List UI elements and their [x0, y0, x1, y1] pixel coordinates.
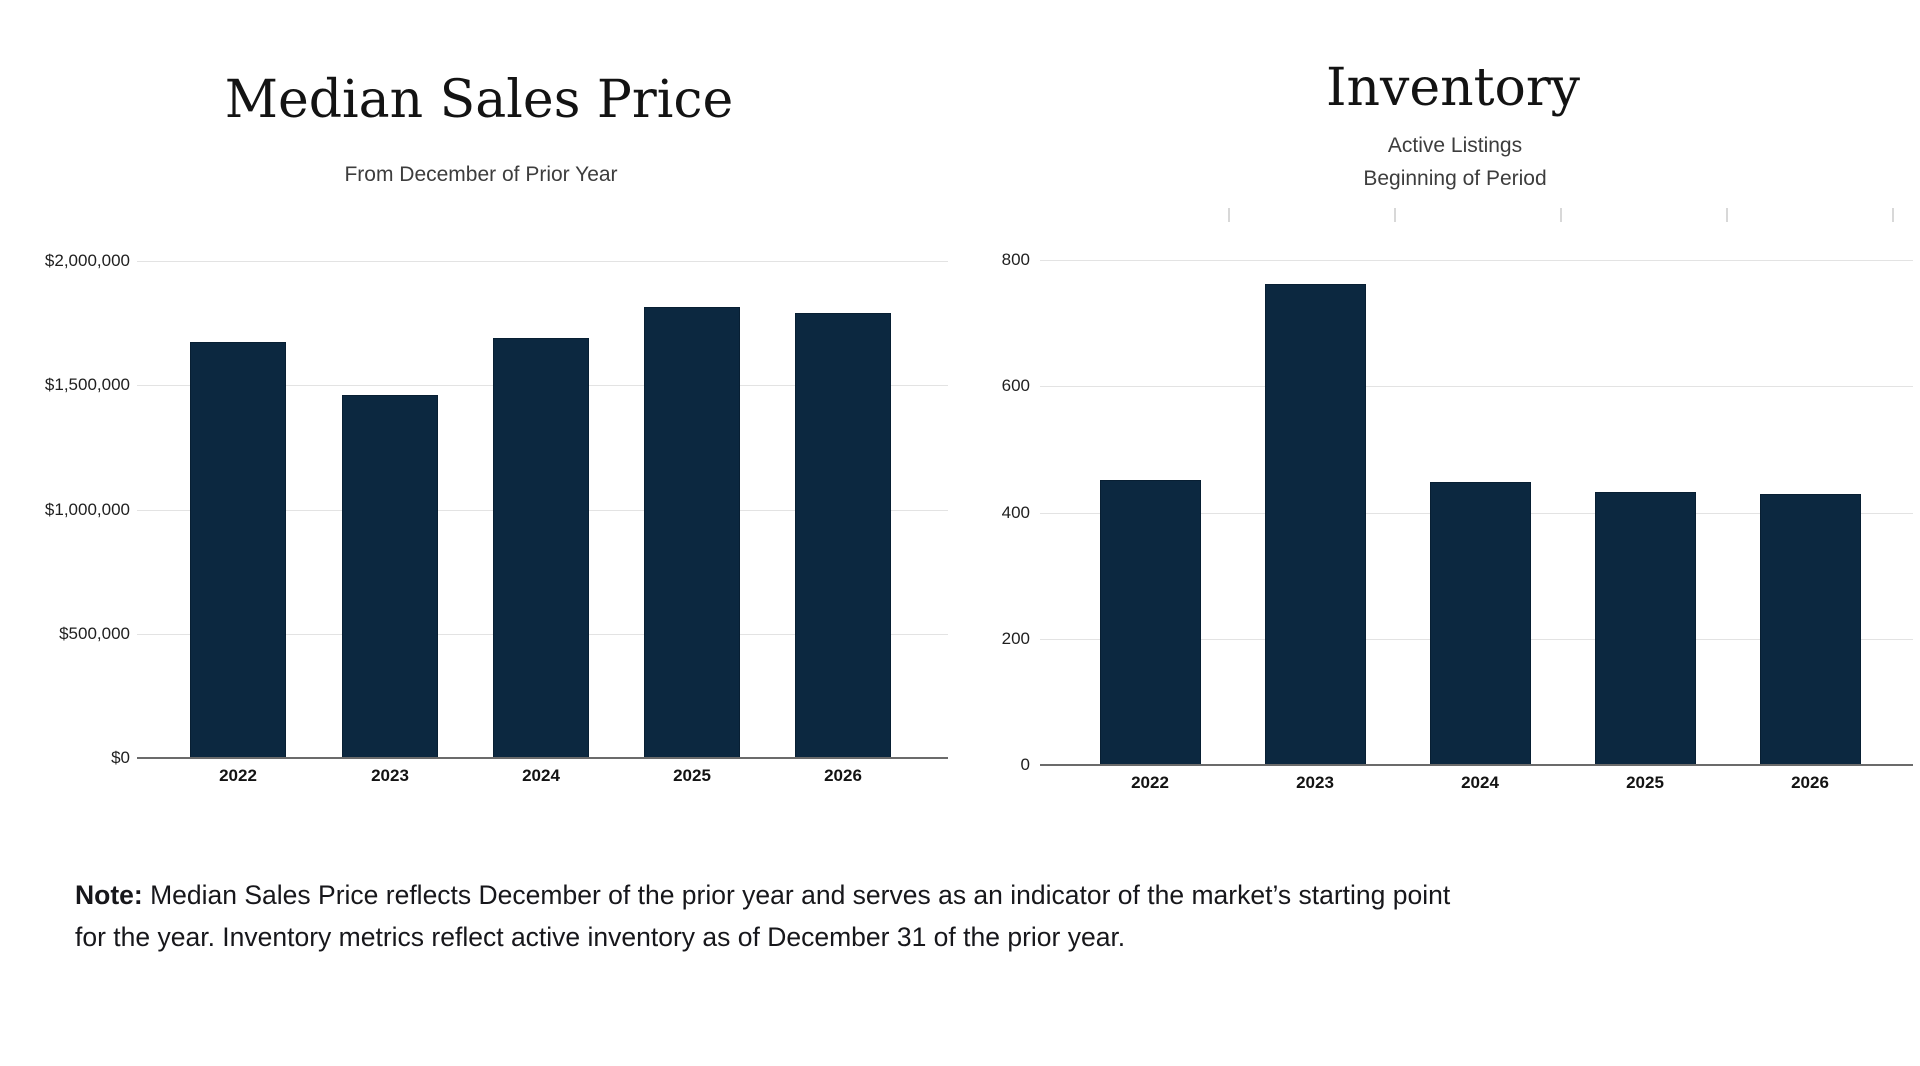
y-axis-tick-label: 400 — [1001, 503, 1030, 522]
y-axis-tick-label: 800 — [1001, 250, 1030, 269]
bar-2025 — [644, 307, 740, 758]
bar-2026 — [795, 313, 891, 758]
top-axis-tick — [1560, 208, 1562, 222]
x-axis-label-2022: 2022 — [219, 766, 257, 785]
note-text-line-1: Median Sales Price reflects December of … — [150, 880, 1451, 910]
inventory-subtitle-line-2: Beginning of Period — [1363, 167, 1547, 190]
bar-2022 — [190, 342, 286, 758]
bar-2024 — [493, 338, 589, 758]
x-axis-label-2023: 2023 — [1296, 773, 1334, 792]
x-axis-label-2024: 2024 — [522, 766, 560, 785]
x-axis-label-2024: 2024 — [1461, 773, 1499, 792]
top-axis-tick — [1892, 208, 1894, 222]
bar-2023 — [342, 395, 438, 758]
gridline-2000000 — [137, 261, 948, 262]
note-line-1: Note: Median Sales Price reflects Decemb… — [75, 874, 1890, 916]
y-axis-tick-label: $1,000,000 — [44, 500, 130, 519]
y-axis-tick-label: $500,000 — [59, 624, 130, 643]
median-sales-price-subtitle: From December of Prior Year — [344, 163, 618, 186]
y-axis-tick-label: 200 — [1001, 629, 1030, 648]
top-axis-tick — [1726, 208, 1728, 222]
note-label: Note: — [75, 880, 143, 910]
y-axis-tick-label: $0 — [111, 748, 130, 767]
x-axis-label-2023: 2023 — [371, 766, 409, 785]
x-axis-label-2026: 2026 — [824, 766, 862, 785]
note-text-line-2: for the year. Inventory metrics reflect … — [75, 922, 1126, 952]
x-axis-label-2025: 2025 — [1626, 773, 1664, 792]
x-axis-baseline — [137, 757, 948, 759]
bar-2024 — [1430, 482, 1531, 765]
x-axis-baseline — [1040, 764, 1913, 766]
x-axis-label-2022: 2022 — [1131, 773, 1169, 792]
bar-2026 — [1760, 494, 1861, 765]
gridline-800 — [1040, 260, 1913, 261]
top-axis-tick — [1228, 208, 1230, 222]
y-axis-tick-label: 0 — [1020, 755, 1030, 774]
x-axis-label-2025: 2025 — [673, 766, 711, 785]
x-axis-label-2026: 2026 — [1791, 773, 1829, 792]
gridline-600 — [1040, 386, 1913, 387]
y-axis-tick-label: $1,500,000 — [44, 375, 130, 394]
inventory-title: Inventory — [1325, 58, 1581, 118]
bar-2025 — [1595, 492, 1696, 765]
top-axis-tick — [1394, 208, 1396, 222]
bar-2023 — [1265, 284, 1366, 765]
bar-2022 — [1100, 480, 1201, 765]
y-axis-tick-label: $2,000,000 — [44, 251, 130, 270]
median-sales-price-title: Median Sales Price — [224, 70, 734, 130]
inventory-subtitle-line-1: Active Listings — [1387, 134, 1523, 157]
note: Note: Median Sales Price reflects Decemb… — [75, 874, 1890, 958]
y-axis-tick-label: 600 — [1001, 376, 1030, 395]
